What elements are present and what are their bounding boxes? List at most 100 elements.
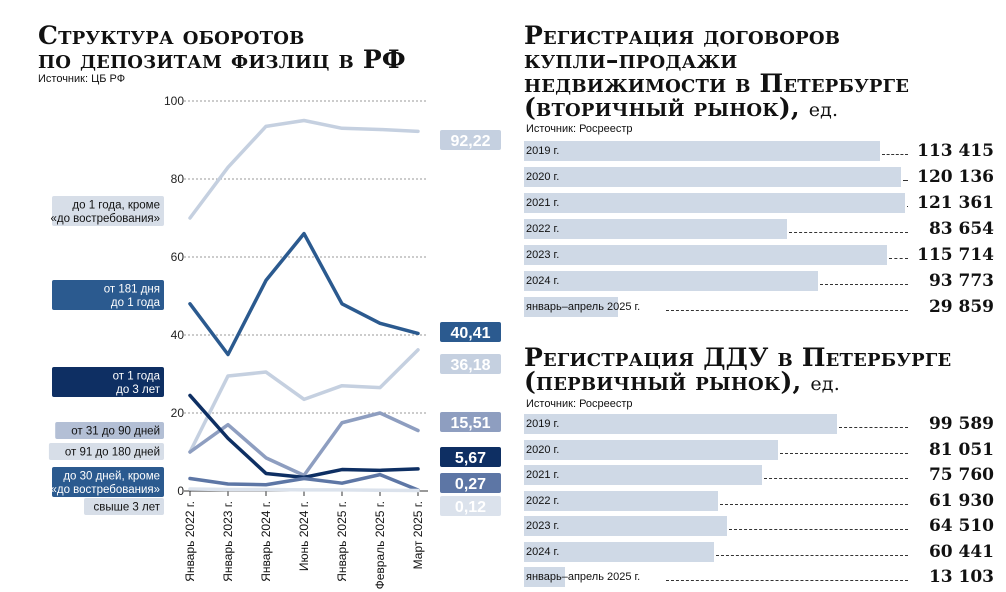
series-line (188, 231, 420, 357)
bar-value-label: 75 760 (928, 465, 994, 485)
legend-box (52, 367, 164, 397)
series-line (188, 393, 420, 480)
bar-row: 2020 г. 81 051 (524, 439, 994, 461)
bar (524, 567, 566, 587)
right-top-title-line1: Регистрация договоров (524, 21, 841, 50)
bar-value-label: 99 589 (928, 414, 994, 434)
value-label-box (440, 130, 501, 150)
legend-box (52, 196, 164, 226)
bar-row: 2024 г. 93 773 (524, 270, 994, 292)
bar-category-label: 2023 г. (526, 249, 560, 261)
series-line (188, 487, 420, 493)
y-tick-label: 80 (171, 172, 185, 186)
bar-value-label: 83 654 (928, 219, 994, 239)
bar-category-label: 2019 г. (526, 418, 560, 430)
right-top-chart-title: Регистрация договоров купли–продажи недв… (524, 21, 909, 122)
bar-value-label: 93 773 (928, 271, 994, 291)
value-label: 92,22 (450, 133, 490, 150)
bar (524, 439, 779, 460)
series-line (188, 118, 420, 220)
bar-value-label: 121 361 (917, 193, 994, 213)
value-label-box (440, 447, 501, 467)
bar-leader-line (903, 180, 908, 181)
line-chart-grid (184, 100, 428, 496)
legend-label: от 91 до 180 дней (65, 447, 160, 459)
line-chart-series (188, 118, 420, 493)
right-top-title-line4: (вторичный рынок), (524, 93, 800, 122)
y-tick-label: 20 (171, 406, 185, 420)
right-top-source: Источник: Росреестр (526, 123, 633, 135)
bar-row: 2022 г. 61 930 (524, 490, 994, 512)
bar-value-label: 115 714 (917, 245, 994, 265)
bar-leader-line (715, 554, 908, 556)
left-title-line1: Структура оборотов (38, 21, 305, 50)
x-tick-label: Январь 2024 г. (259, 501, 273, 582)
value-label: 36,18 (450, 357, 490, 374)
legend-box (52, 280, 164, 310)
bar-leader-line (780, 452, 908, 454)
bar-value-label: 113 415 (917, 141, 994, 161)
bar-row: 2024 г. 60 441 (524, 541, 994, 563)
bar-leader-line (666, 310, 908, 311)
value-label-box (440, 473, 501, 493)
bar-category-label: 2021 г. (526, 197, 560, 209)
bar-leader-line (838, 427, 908, 428)
left-source: Источник: ЦБ РФ (38, 73, 126, 85)
bar-row: 2019 г. 113 415 (524, 140, 994, 162)
bar (524, 414, 837, 434)
bar (524, 219, 787, 239)
value-label: 40,41 (450, 325, 490, 342)
bar-value-label: 13 103 (928, 567, 994, 587)
bar-row: 2021 г. 121 361 (524, 192, 994, 214)
bar-leader-line (763, 478, 908, 479)
series-line (188, 411, 420, 478)
left-title-line2: по депозитам физлиц в РФ (38, 45, 406, 74)
legend-label: «до востребования» (50, 484, 160, 496)
bar-value-label: 61 930 (928, 490, 994, 511)
bar-row: 2019 г. 99 589 (524, 413, 994, 435)
bar-leader-line (907, 206, 908, 207)
bar (524, 490, 719, 511)
value-label-box (440, 354, 501, 374)
value-label: 0,12 (455, 499, 486, 516)
legend-label: от 31 до 90 дней (71, 426, 160, 438)
x-tick-label: Июнь 2024 г. (297, 501, 311, 571)
bar (524, 271, 819, 291)
y-tick-label: 0 (177, 484, 184, 498)
legend-label: от 181 дня (104, 284, 160, 296)
legend-label: до 3 лет (116, 384, 161, 396)
legend-box (84, 498, 164, 515)
line-chart-end-value-labels: 92,22 40,41 36,18 15,51 5,67 0,27 0,12 (440, 130, 501, 516)
bar-leader-line (820, 284, 908, 285)
secondary-market-bar-chart: 2019 г. 113 415 2020 г. 120 136 2021 г. 121 3… (524, 140, 994, 320)
bar-category-label: январь–апрель 2025 г. (526, 301, 641, 313)
legend-box (52, 467, 164, 497)
bar-category-label: январь–апрель 2025 г. (526, 571, 641, 583)
series-line (188, 348, 420, 454)
bar-value-label: 29 859 (928, 297, 994, 317)
value-label-box (440, 496, 501, 516)
bar-row: 2023 г. 64 510 (524, 515, 994, 537)
legend-label: до 1 года (111, 297, 161, 309)
legend-box (48, 443, 164, 460)
bar-row: 2022 г. 83 654 (524, 218, 994, 240)
bar (524, 541, 714, 562)
line-chart-y-tick-labels: 0 20 40 60 80 100 (164, 94, 184, 498)
bar-leader-line (728, 529, 908, 530)
line-chart-legend: до 1 года, кроме«до востребования»от 181… (48, 196, 165, 515)
right-bottom-title-line1: Регистрация ДДУ в Петербурге (524, 343, 952, 372)
bar-category-label: 2024 г. (526, 275, 560, 287)
bar-category-label: 2022 г. (526, 494, 560, 507)
bar-category-label: 2021 г. (526, 469, 560, 481)
bar-value-label: 60 441 (928, 541, 994, 562)
bar-category-label: 2024 г. (526, 545, 560, 558)
bar-leader-line (788, 232, 908, 233)
legend-label: до 30 дней, кроме (63, 471, 160, 483)
x-tick-label: Февраль 2025 г. (373, 501, 387, 589)
bar-value-label: 81 051 (928, 439, 994, 460)
bar-value-label: 120 136 (917, 167, 994, 187)
bar-value-label: 64 510 (928, 516, 994, 536)
right-bottom-title-line2: (первичный рынок), (524, 367, 802, 396)
y-tick-label: 100 (164, 94, 184, 108)
legend-label: от 1 года (113, 371, 161, 383)
